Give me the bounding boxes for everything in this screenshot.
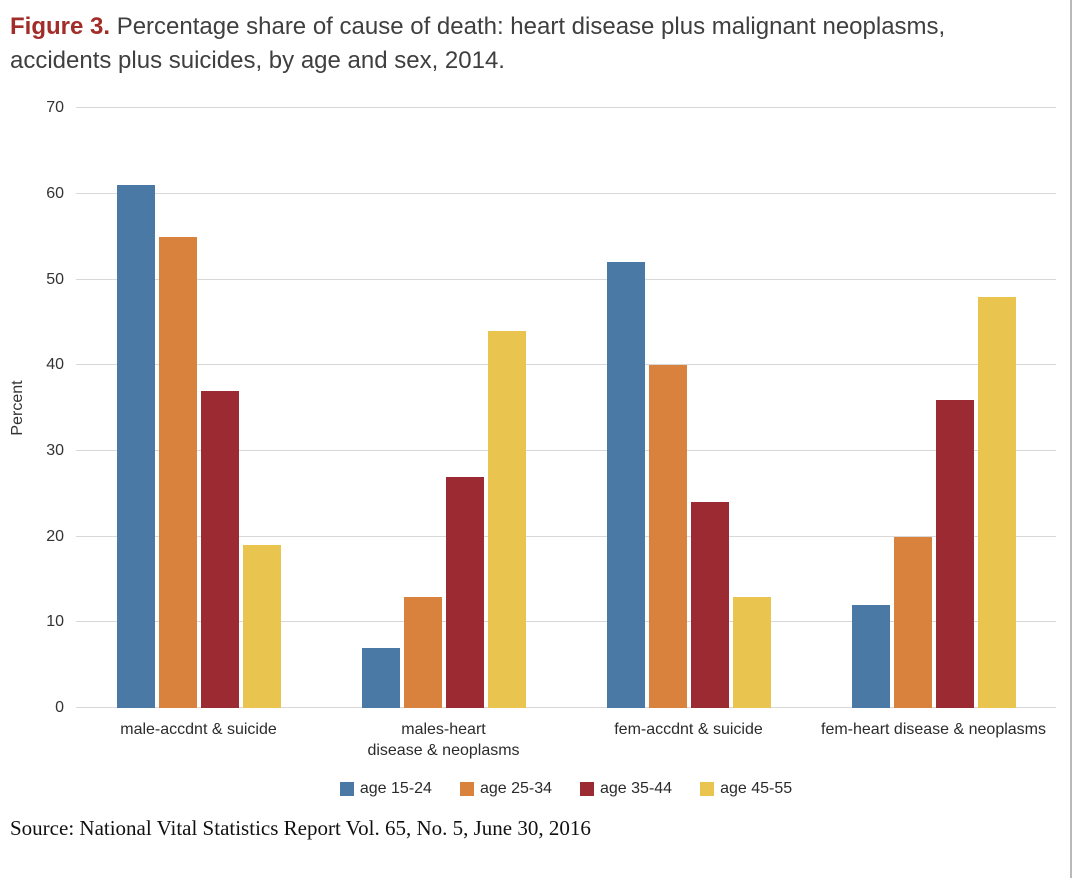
bar-age-15-24: [361, 648, 400, 709]
legend-item: age 25-34: [459, 779, 552, 798]
y-tick-label: 10: [46, 613, 64, 631]
bar-age-25-34: [893, 536, 932, 709]
y-axis-title: Percent: [9, 380, 26, 436]
gridline: [76, 450, 1056, 452]
bar-age-45-55: [977, 296, 1016, 709]
y-axis-title-column: Percent: [6, 108, 30, 708]
gridlines: [76, 107, 1056, 709]
gridline: [76, 192, 1056, 194]
bar-age-25-34: [158, 236, 197, 709]
bar-cluster: [606, 262, 771, 709]
legend-item: age 45-55: [700, 780, 792, 798]
chart-main-area: Percent 0 10 20 30 40 50 60 70: [6, 99, 1056, 716]
bar-chart: Percent 0 10 20 30 40 50 60 70 male-accdnt & su…: [6, 99, 1056, 798]
bar-age-25-34: [403, 596, 442, 709]
figure-caption: Figure 3. Percentage share of cause of d…: [0, 0, 1070, 78]
legend-item: age 35-44: [580, 780, 672, 798]
gridline: [76, 278, 1056, 280]
plot-area: [76, 107, 1056, 709]
legend-swatch: [580, 781, 594, 796]
x-axis-label: fem-heart disease & neoplasms: [821, 721, 1046, 739]
figure-title: Percentage share of cause of death: hear…: [10, 13, 946, 75]
gridline: [76, 107, 1056, 109]
source-note: Source: National Vital Statistics Report…: [10, 815, 591, 840]
bar-cluster: [116, 185, 281, 709]
bar-age-45-55: [242, 545, 281, 709]
x-axis-label: male-accdnt & suicide: [120, 721, 277, 739]
x-axis-label: fem-accdnt & suicide: [614, 721, 763, 739]
y-tick-label: 30: [46, 442, 64, 460]
bar-age-15-24: [606, 262, 645, 709]
legend-swatch: [459, 781, 474, 796]
figure-label: Figure 3.: [10, 13, 111, 40]
legend-label: age 15-24: [359, 779, 432, 797]
bar-age-15-24: [851, 605, 890, 709]
legend-label: age 45-55: [720, 779, 793, 797]
gridline: [76, 621, 1056, 623]
bar-age-35-44: [935, 399, 974, 709]
bar-age-45-55: [487, 331, 526, 709]
bar-group: [811, 108, 1056, 709]
y-tick-label: 0: [55, 699, 64, 717]
legend-swatch: [339, 781, 354, 796]
legend: age 15-24 age 25-34 age 35-44 age 45-55: [76, 780, 1056, 798]
bar-group: [76, 108, 321, 709]
bar-age-25-34: [648, 365, 687, 709]
bar-group: [566, 108, 811, 709]
bar-age-15-24: [116, 185, 155, 709]
legend-label: age 25-34: [479, 779, 552, 797]
gridline: [76, 364, 1056, 366]
gridline: [76, 707, 1056, 709]
gridline: [76, 535, 1056, 537]
bar-age-35-44: [200, 391, 239, 709]
y-axis: 0 10 20 30 40 50 60 70: [30, 99, 76, 716]
y-tick-label: 20: [46, 527, 64, 545]
legend-item: age 15-24: [339, 779, 432, 798]
bar-age-35-44: [445, 476, 484, 709]
legend-swatch: [700, 781, 715, 796]
bar-age-45-55: [732, 596, 771, 709]
bar-groups: [76, 108, 1056, 709]
x-axis-labels: male-accdnt & suicide males-heart disease …: [76, 720, 1056, 762]
bar-cluster: [361, 331, 526, 709]
bar-cluster: [851, 296, 1016, 709]
bar-age-35-44: [690, 502, 729, 709]
y-tick-label: 50: [46, 270, 64, 288]
y-tick-label: 40: [46, 356, 64, 374]
x-axis-label: males-heart disease & neoplasms: [367, 721, 520, 759]
legend-label: age 35-44: [600, 779, 673, 797]
y-tick-label: 60: [46, 184, 64, 202]
bar-group: [321, 108, 566, 709]
y-tick-label: 70: [46, 99, 64, 117]
